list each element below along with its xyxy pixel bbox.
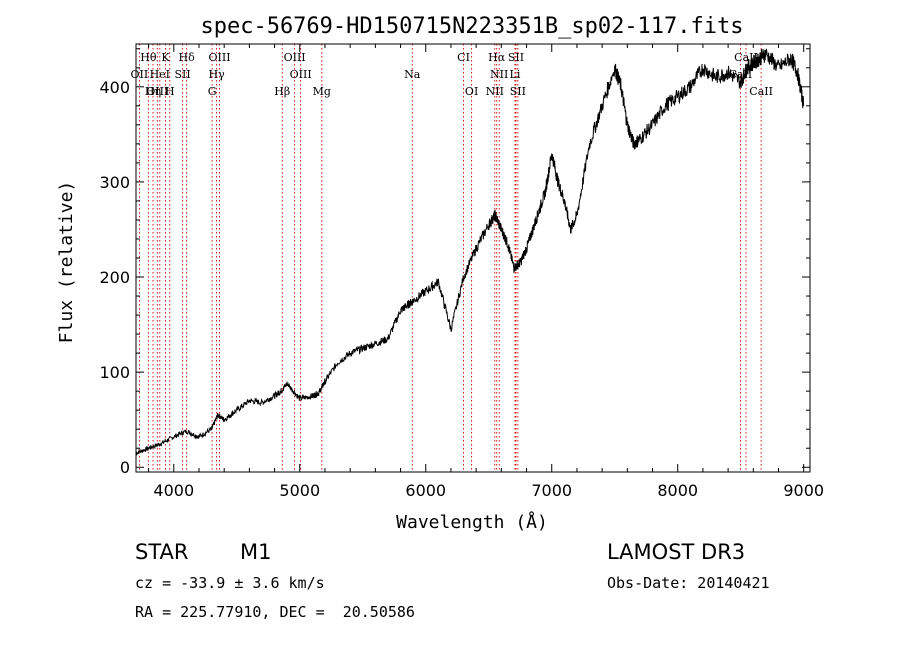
line-id-label: Na	[404, 68, 421, 81]
line-id-label: NII	[486, 85, 504, 98]
line-id-label: SII	[508, 51, 524, 64]
y-tick-label: 0	[120, 458, 130, 477]
line-id-label: CaII	[749, 85, 773, 98]
line-id-label: OIII	[208, 51, 230, 64]
line-id-label: OIII	[146, 85, 168, 98]
line-id-label: OI	[465, 85, 478, 98]
line-id-label: Hη	[145, 85, 161, 98]
x-tick-label: 9000	[783, 481, 824, 500]
redshift-cz: cz = -33.9 ± 3.6 km/s	[135, 574, 325, 592]
y-tick-label: 100	[99, 363, 130, 382]
x-tick-label: 4000	[153, 481, 194, 500]
object-subclass: M1	[240, 540, 272, 564]
survey-name: LAMOST DR3	[607, 540, 746, 564]
y-tick-label: 400	[99, 78, 130, 97]
x-axis: 4000 5000 6000 7000 8000 9000	[148, 44, 824, 500]
line-id-label: Li	[510, 68, 521, 81]
line-id-label: Hδ	[179, 51, 196, 64]
line-id-label: SII	[174, 68, 190, 81]
y-tick-label: 300	[99, 173, 130, 192]
line-id-label: OIII	[290, 68, 312, 81]
line-id-label: NII	[490, 68, 508, 81]
obs-date: Obs-Date: 20140421	[607, 574, 770, 592]
line-id-label: OII	[131, 68, 149, 81]
line-markers	[138, 44, 762, 472]
y-axis-label: Flux (relative)	[56, 181, 77, 344]
line-id-label: Hγ	[209, 68, 226, 81]
object-type: STAR	[135, 540, 189, 564]
x-tick-label: 8000	[657, 481, 698, 500]
line-id-label: OIII	[284, 51, 306, 64]
line-id-label: Hβ	[274, 85, 290, 98]
line-id-label: G	[208, 85, 217, 98]
x-tick-label: 5000	[279, 481, 320, 500]
line-id-label: Hθ	[140, 51, 157, 64]
line-id-label: CI	[457, 51, 470, 64]
y-axis: 0 100 200 300 400	[99, 48, 810, 477]
line-id-label: Hα	[488, 51, 506, 64]
line-id-label: K	[161, 51, 170, 64]
x-axis-label: Wavelength (Å)	[396, 511, 548, 533]
line-id-label: HeI	[150, 68, 170, 81]
line-id-label: SII	[510, 85, 526, 98]
spectrum-line	[135, 48, 805, 456]
coordinates: RA = 225.77910, DEC = 20.50586	[135, 603, 415, 621]
x-tick-label: 6000	[405, 481, 446, 500]
y-tick-label: 200	[99, 268, 130, 287]
line-id-label: H	[165, 85, 175, 98]
line-id-label: Mg	[313, 85, 331, 98]
chart-title: spec-56769-HD150715N223351B_sp02-117.fit…	[200, 14, 743, 39]
x-tick-label: 7000	[531, 481, 572, 500]
